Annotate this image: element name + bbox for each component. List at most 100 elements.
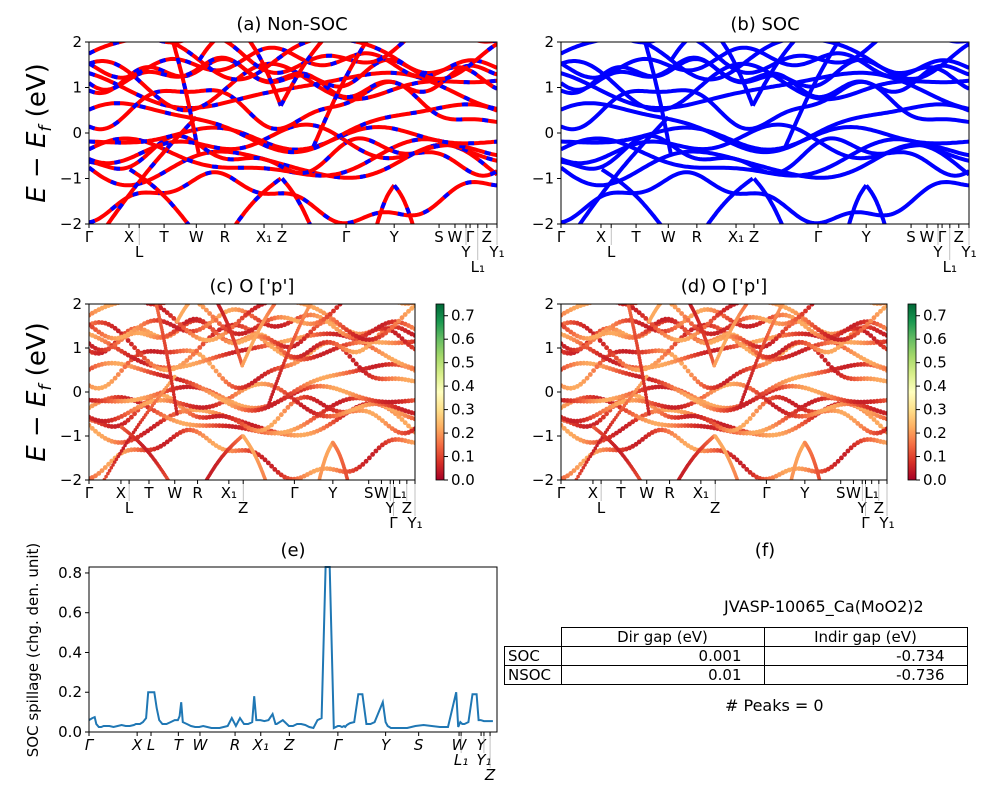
- projection-point: [748, 298, 752, 302]
- projection-point: [271, 389, 276, 394]
- projection-point: [741, 494, 745, 498]
- y-axis-label: E − Ef (eV): [22, 63, 56, 203]
- projection-point: [265, 341, 271, 347]
- x-tick-label: S: [434, 228, 444, 246]
- projection-point: [605, 428, 610, 432]
- projection-point: [643, 390, 648, 394]
- projection-point: [822, 357, 828, 363]
- x-tick-label: Γ: [814, 228, 823, 246]
- projection-point: [784, 297, 788, 301]
- projection-point: [689, 413, 694, 419]
- projection-point: [288, 401, 294, 407]
- projection-point: [363, 458, 369, 464]
- colorbar-tick-label: 0.1: [923, 448, 947, 466]
- projection-point: [836, 285, 841, 290]
- projection-point: [268, 491, 272, 495]
- projection-point: [608, 298, 613, 303]
- projection-point: [347, 292, 352, 297]
- projection-point: [115, 398, 121, 404]
- projection-point: [743, 389, 747, 394]
- projection-point: [168, 313, 173, 318]
- projection-point: [819, 484, 823, 488]
- projection-point: [175, 296, 180, 301]
- projection-point: [878, 308, 883, 314]
- projection-point: [393, 330, 398, 336]
- projection-point: [409, 306, 415, 311]
- projection-point: [559, 505, 563, 509]
- y-tick-label: 1: [544, 79, 554, 97]
- x-tick-label: W: [639, 484, 654, 502]
- band-line: [751, 42, 796, 107]
- projection-point: [588, 286, 593, 291]
- projection-point: [782, 300, 786, 304]
- band-line: [561, 124, 969, 152]
- projection-point: [865, 437, 870, 442]
- projection-point: [587, 339, 593, 345]
- projection-point: [846, 288, 851, 293]
- projection-point: [327, 311, 333, 317]
- projection-point: [406, 308, 411, 314]
- row-label-nsoc: NSOC: [504, 665, 562, 685]
- projection-point: [595, 443, 599, 448]
- projection-point: [614, 299, 619, 304]
- projection-point: [695, 379, 701, 385]
- projection-point: [669, 345, 675, 350]
- projection-point: [604, 345, 609, 351]
- projection-point: [198, 294, 202, 298]
- colorbar-tick-label: 0.5: [451, 354, 475, 372]
- projection-point: [702, 324, 707, 330]
- projection-point: [119, 449, 124, 453]
- projection-point: [412, 378, 415, 384]
- x-tick-label: Z: [749, 228, 759, 246]
- projection-point: [644, 395, 649, 400]
- projection-point: [664, 297, 668, 301]
- projection-point: [289, 299, 294, 304]
- projection-point: [751, 294, 755, 298]
- projection-point: [112, 460, 117, 464]
- y-tick-label: −2: [60, 215, 82, 233]
- y-tick-label: −2: [532, 215, 554, 233]
- projection-point: [737, 483, 741, 487]
- projection-point: [670, 294, 674, 298]
- projection-point: [118, 451, 122, 456]
- projection-point: [190, 316, 196, 322]
- projection-point: [390, 297, 395, 302]
- x-tick-label: Y: [460, 243, 471, 261]
- projection-point: [673, 294, 677, 298]
- projection-point: [204, 435, 209, 441]
- band-line: [669, 42, 688, 62]
- projection-point: [316, 484, 320, 488]
- projection-point: [273, 384, 277, 389]
- projection-point: [601, 293, 606, 298]
- projection-point: [829, 365, 834, 370]
- projection-point: [852, 292, 857, 297]
- projection-point: [412, 397, 415, 403]
- band-line-spin-up: [89, 56, 497, 100]
- table-row: NSOC 0.01 -0.736: [504, 665, 968, 685]
- colorbar-tick-label: 0.0: [923, 471, 947, 489]
- projection-point: [884, 304, 887, 309]
- x-tick-label: W: [374, 484, 389, 502]
- projection-point: [868, 333, 874, 338]
- y-tick-label: 2: [72, 295, 82, 313]
- projection-point: [788, 484, 792, 488]
- projection-point: [236, 318, 242, 324]
- band-line: [561, 79, 969, 132]
- projection-point: [565, 428, 570, 434]
- projection-point: [829, 286, 834, 291]
- projection-point: [380, 418, 385, 423]
- projection-point: [153, 295, 157, 299]
- projection-point: [367, 342, 372, 348]
- projection-point: [832, 368, 838, 374]
- projection-point: [135, 348, 141, 354]
- projection-point: [412, 416, 415, 422]
- projection-point: [669, 352, 675, 357]
- projection-point: [164, 439, 170, 445]
- projection-point: [764, 397, 769, 403]
- x-tick-label: Z: [954, 228, 964, 246]
- projection-point: [663, 297, 667, 301]
- projection-point: [741, 463, 746, 469]
- x-tick-label: Y: [477, 736, 488, 754]
- projection-point: [684, 295, 688, 299]
